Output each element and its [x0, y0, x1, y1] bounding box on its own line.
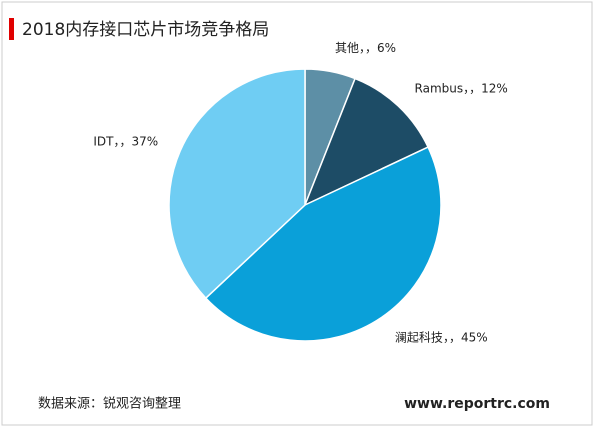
data-label: Rambus，，12%: [415, 81, 508, 95]
data-label: 其他，，6%: [335, 40, 396, 54]
watermark: www.reportrc.com: [404, 396, 550, 412]
label-separator: ，，: [359, 40, 377, 54]
title-marker: [9, 18, 14, 40]
data-label: 澜起科技，，45%: [395, 330, 488, 344]
label-separator: ，，: [463, 81, 481, 95]
label-value: 12%: [481, 81, 508, 95]
label-category: IDT: [93, 134, 114, 148]
source-note: 数据来源：锐观咨询整理: [38, 397, 181, 412]
pie-slice: [168, 68, 306, 300]
label-separator: ，，: [443, 330, 461, 344]
data-label: IDT，，37%: [93, 134, 158, 148]
label-value: 45%: [461, 330, 488, 344]
label-value: 37%: [131, 134, 158, 148]
pie-slice: [204, 146, 442, 342]
pie-slice: [303, 77, 430, 207]
chart-title: 2018内存接口芯片市场竞争格局: [22, 20, 269, 40]
label-category: 其他: [335, 40, 359, 54]
label-value: 6%: [377, 40, 396, 54]
label-category: 澜起科技: [395, 330, 443, 344]
label-category: Rambus: [415, 81, 464, 95]
label-separator: ，，: [113, 134, 131, 148]
